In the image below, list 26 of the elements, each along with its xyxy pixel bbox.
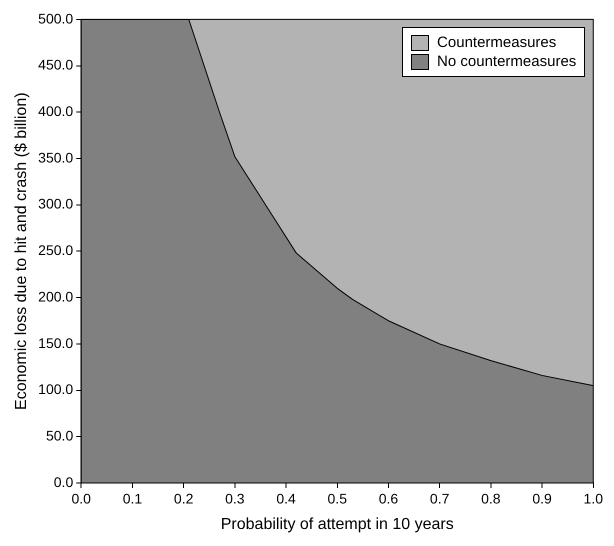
x-tick-label: 0.8 [481, 490, 501, 506]
x-tick-label: 0.1 [122, 490, 142, 506]
y-tick-label: 300.0 [38, 196, 74, 212]
x-tick-label: 0.9 [532, 490, 552, 506]
y-tick-label: 400.0 [38, 102, 74, 119]
x-tick-label: 0.6 [378, 490, 398, 506]
x-tick-label: 0.5 [328, 490, 348, 506]
y-tick-label: 50.0 [46, 428, 74, 444]
x-tick-label: 1.0 [584, 490, 604, 506]
y-tick-label: 350.0 [38, 149, 74, 166]
y-tick-label: 100.0 [38, 381, 74, 398]
x-tick-label: 0.7 [430, 490, 450, 506]
y-tick-label: 150.0 [38, 334, 74, 351]
x-axis-title: Probability of attempt in 10 years [220, 516, 454, 533]
y-tick-label: 500.0 [38, 10, 74, 26]
x-tick-label: 0.2 [174, 490, 194, 506]
x-tick-label: 0.0 [72, 490, 92, 506]
legend-label: Countermeasures [437, 34, 556, 52]
y-tick-label: 450.0 [38, 56, 74, 73]
x-tick-label: 0.4 [276, 490, 296, 506]
y-tick-label: 250.0 [38, 242, 74, 258]
y-tick-label: 200.0 [38, 288, 74, 304]
x-tick-label: 0.3 [225, 490, 245, 506]
y-axis-title: Economic loss due to hit and crash ($ billion) [13, 92, 30, 410]
y-tick-label: 0.0 [54, 474, 74, 490]
legend-label: No countermeasures [437, 53, 576, 70]
